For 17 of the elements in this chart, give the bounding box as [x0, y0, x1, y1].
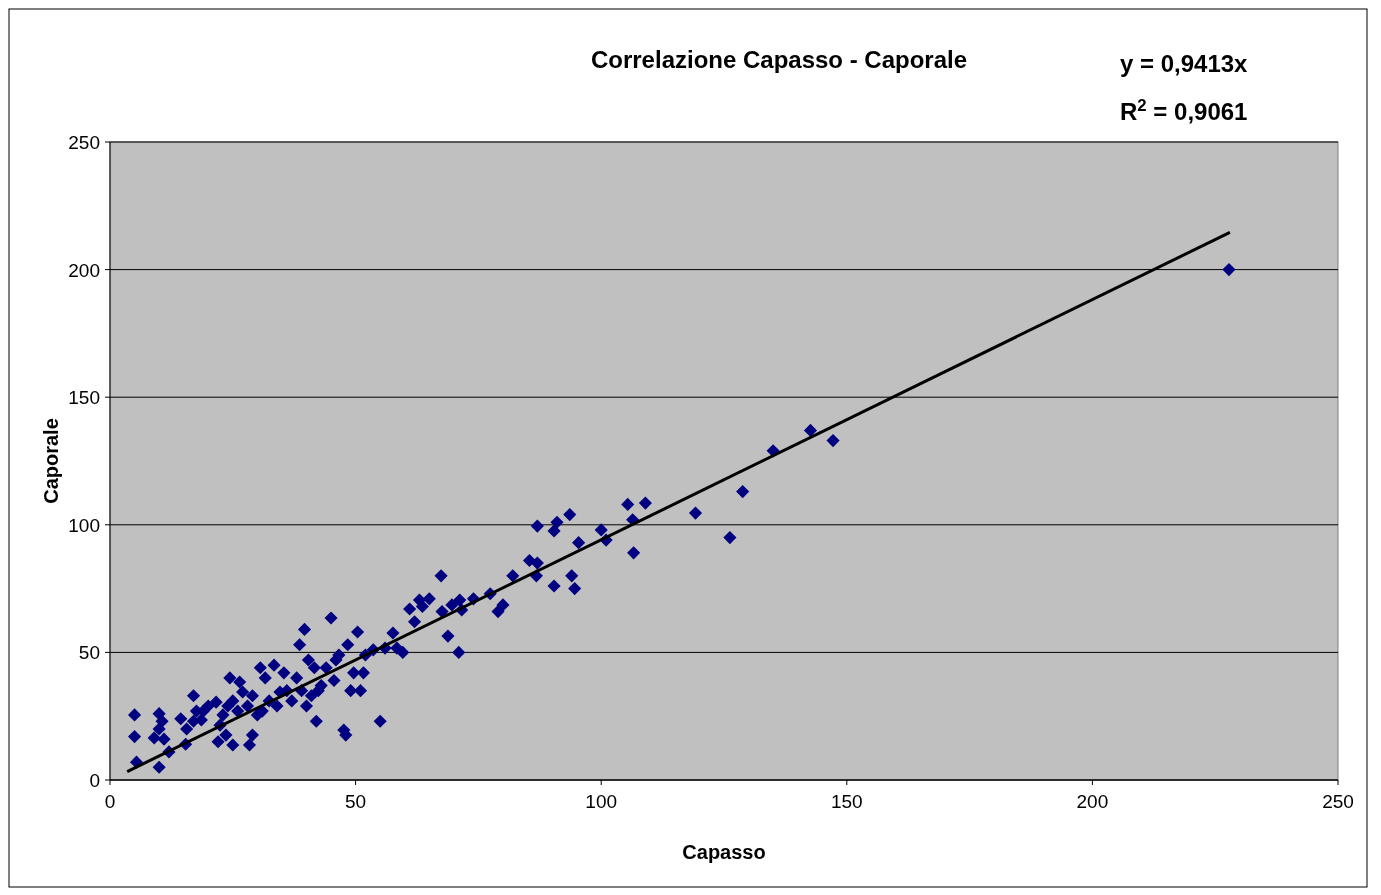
y-tick-label: 150: [68, 387, 100, 409]
x-tick-label: 200: [1076, 791, 1109, 812]
y-tick-label: 0: [89, 770, 100, 791]
y-tick-label: 200: [68, 259, 100, 281]
x-tick-label: 50: [345, 791, 367, 812]
x-tick-label: 100: [585, 791, 618, 812]
chart-title: Correlazione Capasso - Caporale: [590, 46, 968, 73]
y-tick-label: 250: [68, 132, 100, 153]
x-tick-label: 250: [1322, 791, 1354, 812]
x-tick-label: 0: [104, 791, 116, 812]
text: R$^{2}$ = 0,9061: [1120, 95, 1248, 125]
x-axis-title: Capasso: [682, 841, 766, 863]
x-tick-label: 150: [830, 791, 863, 812]
y-tick-label: 50: [78, 642, 100, 664]
y-axis-title: Caporale: [40, 418, 62, 504]
y-tick-label: 100: [68, 514, 100, 536]
text: y = 0,9413x: [1120, 50, 1249, 77]
